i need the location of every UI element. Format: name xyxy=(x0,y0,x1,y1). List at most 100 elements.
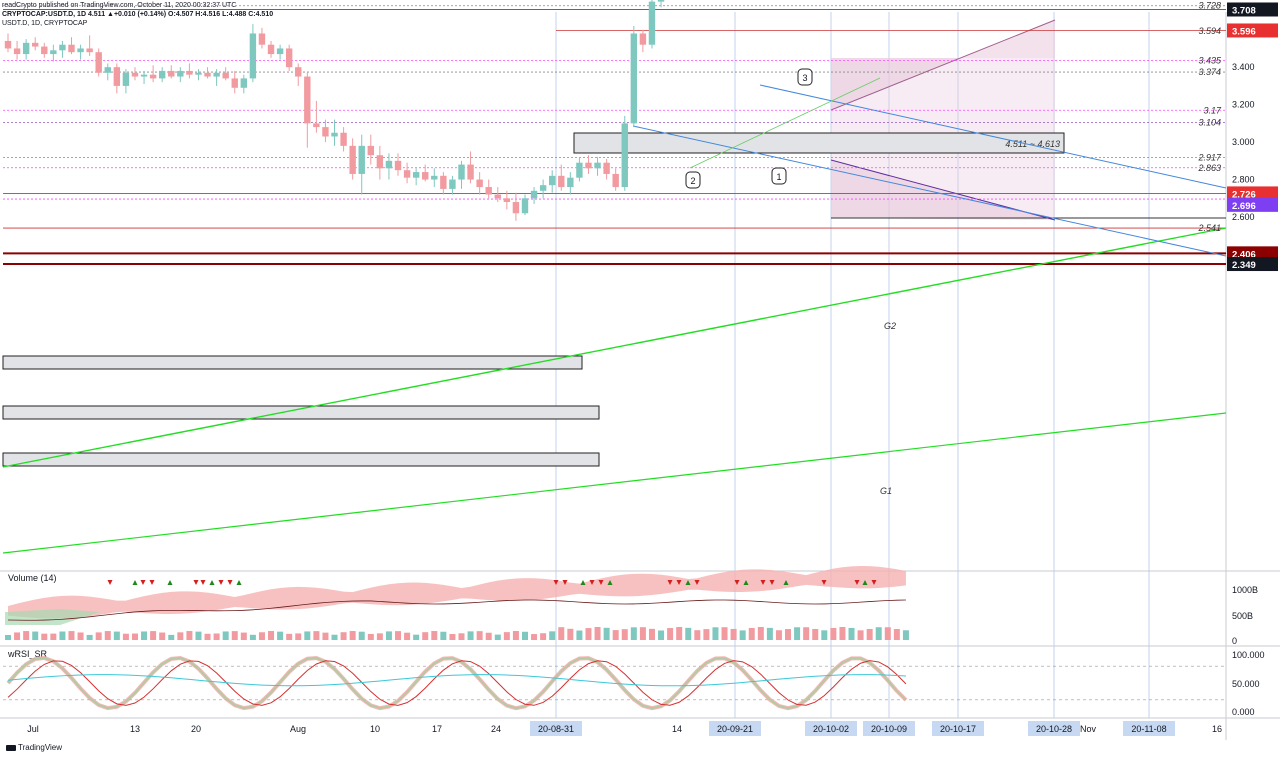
volume-bar xyxy=(204,633,211,640)
candle xyxy=(485,187,492,195)
date-marker: 20-10-17 xyxy=(940,724,976,734)
volume-bar xyxy=(431,631,438,640)
candle xyxy=(41,46,48,55)
candle xyxy=(59,44,66,51)
volume-bar xyxy=(50,633,57,640)
wave-label: 3 xyxy=(802,73,807,83)
volume-bar xyxy=(268,631,275,640)
range-box xyxy=(2,355,583,370)
volume-bar xyxy=(830,627,837,640)
candle xyxy=(213,72,220,77)
volume-bar xyxy=(794,627,801,640)
candle xyxy=(158,70,166,79)
date-marker: 20-09-21 xyxy=(717,724,753,734)
candle xyxy=(258,33,266,45)
volume-bar xyxy=(748,627,755,640)
candle xyxy=(603,162,610,174)
candle xyxy=(458,164,465,180)
price-label: 2.349 xyxy=(1232,260,1256,271)
volume-bar xyxy=(213,633,220,640)
candle xyxy=(503,198,511,203)
volume-bar xyxy=(694,630,701,640)
price-label-bg xyxy=(1227,23,1278,38)
zone-diagonal xyxy=(830,19,1056,111)
price-tick: 2.600 xyxy=(1232,212,1255,222)
volume-bar xyxy=(86,634,93,640)
candle xyxy=(567,177,574,188)
volume-bar xyxy=(122,633,129,640)
channel-line-lower xyxy=(632,125,1227,257)
volume-bar xyxy=(512,631,519,640)
time-tick: Jul xyxy=(27,724,39,734)
volume-bar xyxy=(322,632,329,640)
candle xyxy=(349,145,356,174)
volume-bar xyxy=(757,627,764,640)
candle xyxy=(131,72,139,77)
volume-bar xyxy=(331,634,338,640)
candle xyxy=(195,72,202,75)
price-label: 2.406 xyxy=(1232,249,1256,260)
candle xyxy=(412,172,420,178)
volume-bar xyxy=(857,630,864,640)
level-value-label: 3.17 xyxy=(1203,105,1222,115)
rsi-title: wRSI_SR xyxy=(7,649,48,659)
volume-bar xyxy=(159,632,166,640)
rsi-tick: 50.000 xyxy=(1232,679,1260,689)
price-label-bg xyxy=(1227,2,1278,17)
signal-arrow xyxy=(821,580,827,585)
volume-bar xyxy=(531,634,538,640)
level-value-label: 2.541 xyxy=(1197,223,1221,233)
volume-bar xyxy=(594,627,601,640)
range-box-label: 4.511 ~ 4.613 xyxy=(1005,139,1060,149)
candle xyxy=(367,145,374,156)
signal-arrow xyxy=(218,580,224,585)
candle xyxy=(276,48,284,55)
level-value-label: 3.728 xyxy=(1198,1,1221,11)
volume-bar xyxy=(195,631,202,640)
candle xyxy=(331,132,338,137)
candle xyxy=(394,160,402,171)
volume-bar xyxy=(866,628,873,640)
candle xyxy=(295,67,302,77)
signal-arrow xyxy=(227,580,233,585)
signal-arrow xyxy=(607,580,613,585)
candle xyxy=(50,50,57,55)
candle xyxy=(149,74,157,79)
candle xyxy=(77,48,84,53)
volume-bar xyxy=(458,633,465,640)
time-tick: 16 xyxy=(1212,724,1222,734)
signal-arrow xyxy=(589,580,595,585)
volume-bar xyxy=(168,634,175,640)
candle xyxy=(204,72,211,77)
level-value-label: 2.863 xyxy=(1197,163,1221,173)
volume-bar xyxy=(648,628,655,640)
date-marker-bg xyxy=(530,721,582,736)
volume-ma xyxy=(7,599,906,621)
price-label-bg xyxy=(1227,246,1278,261)
volume-bar xyxy=(404,632,411,640)
candle xyxy=(86,48,93,53)
date-marker-bg xyxy=(863,721,915,736)
price-tick: 3.200 xyxy=(1232,100,1255,110)
volume-bar xyxy=(177,632,184,640)
signal-arrow xyxy=(694,580,700,585)
date-marker-bg xyxy=(709,721,761,736)
volume-bar xyxy=(304,631,311,640)
candle xyxy=(558,175,565,188)
candle xyxy=(612,173,619,188)
signal-arrow xyxy=(193,580,199,585)
candle xyxy=(113,67,121,86)
volume-bar xyxy=(612,630,619,640)
candle xyxy=(476,179,483,188)
tradingview-logo[interactable]: TradingView xyxy=(6,743,62,752)
volume-bar xyxy=(23,631,30,640)
price-label: 2.696 xyxy=(1232,201,1256,212)
candle xyxy=(340,132,347,146)
candle xyxy=(249,33,257,79)
signal-arrow xyxy=(743,580,749,585)
time-tick: 20 xyxy=(191,724,201,734)
candle xyxy=(512,202,520,214)
volume-bar xyxy=(277,631,284,640)
volume-bar xyxy=(658,630,665,640)
